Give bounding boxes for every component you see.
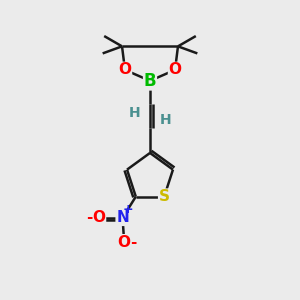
Text: N: N — [116, 210, 129, 225]
Text: +: + — [122, 203, 133, 216]
Text: O: O — [118, 62, 131, 77]
Text: -: - — [130, 235, 136, 250]
Text: O: O — [169, 62, 182, 77]
Text: S: S — [159, 189, 170, 204]
Text: -: - — [86, 210, 92, 225]
Text: H: H — [129, 106, 140, 120]
Text: B: B — [144, 72, 156, 90]
Text: O: O — [92, 210, 106, 225]
Text: H: H — [160, 113, 171, 127]
Text: O: O — [118, 235, 130, 250]
